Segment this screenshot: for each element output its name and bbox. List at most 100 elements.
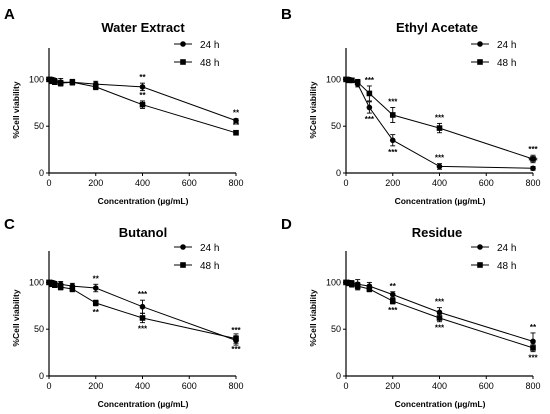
x-axis-label: Concentration (µg/mL) xyxy=(98,399,189,409)
data-point xyxy=(530,156,536,162)
x-tick-label: 600 xyxy=(479,178,494,188)
x-tick-label: 400 xyxy=(135,178,150,188)
chart-title: Residue xyxy=(412,225,463,240)
y-tick-label: 100 xyxy=(326,74,341,84)
y-tick-label: 50 xyxy=(34,324,44,334)
x-tick-label: 0 xyxy=(46,178,51,188)
y-tick-label: 100 xyxy=(29,277,44,287)
panel-letter: D xyxy=(281,216,292,233)
x-axis-label: Concentration (µg/mL) xyxy=(395,399,486,409)
legend-marker xyxy=(180,41,186,47)
data-point xyxy=(49,78,55,85)
y-tick-label: 50 xyxy=(331,324,341,334)
x-tick-label: 400 xyxy=(432,178,447,188)
data-point xyxy=(139,101,146,108)
data-point xyxy=(69,79,76,86)
x-tick-label: 200 xyxy=(88,381,103,391)
data-point xyxy=(349,281,355,288)
plot-area: 0 50 100 0 200 400 600 800 ** ** 24 h ** ** 48 h xyxy=(29,40,244,188)
data-point xyxy=(92,300,99,306)
legend-marker xyxy=(180,59,186,65)
y-axis-label: %Cell viability xyxy=(308,289,318,346)
significance-label: *** xyxy=(435,154,445,163)
legend-marker xyxy=(477,262,483,268)
significance-label: *** xyxy=(388,306,398,315)
plot-area: 0 50 100 0 200 400 600 800 *** *** *** *** 24 h *** **… xyxy=(326,40,541,188)
y-axis-label: %Cell viability xyxy=(11,81,21,138)
data-point xyxy=(366,90,373,97)
significance-label: *** xyxy=(388,148,398,157)
y-axis-label: %Cell viability xyxy=(11,289,21,346)
legend-marker xyxy=(180,244,186,250)
panel-d: D Residue Concentration (µg/mL) %Cell vi… xyxy=(281,216,541,409)
legend-label: 24 h xyxy=(497,40,516,51)
x-tick-label: 0 xyxy=(343,178,348,188)
legend-label: 48 h xyxy=(200,261,219,272)
y-tick-label: 100 xyxy=(29,74,44,84)
data-point xyxy=(530,165,536,172)
data-point xyxy=(346,77,352,84)
chart-title: Water Extract xyxy=(101,20,185,35)
data-point xyxy=(436,309,443,316)
significance-label: *** xyxy=(435,324,445,333)
data-point xyxy=(436,125,443,131)
significance-label: *** xyxy=(528,354,538,363)
data-point xyxy=(343,76,349,83)
data-point xyxy=(57,80,64,86)
x-tick-label: 800 xyxy=(228,381,243,391)
significance-label: *** xyxy=(528,145,538,154)
significance-label: ** xyxy=(390,282,397,291)
y-tick-label: 0 xyxy=(336,168,341,178)
data-point xyxy=(436,163,443,170)
x-tick-label: 200 xyxy=(385,381,400,391)
y-tick-label: 100 xyxy=(326,277,341,287)
data-point xyxy=(139,303,146,310)
data-point xyxy=(92,84,99,90)
legend-marker xyxy=(477,59,483,65)
legend-label: 48 h xyxy=(200,58,219,69)
x-tick-label: 800 xyxy=(228,178,243,188)
significance-label: *** xyxy=(365,115,375,124)
significance-label: ** xyxy=(139,91,146,100)
y-axis-label: %Cell viability xyxy=(308,81,318,138)
x-tick-label: 800 xyxy=(525,178,540,188)
y-tick-label: 0 xyxy=(39,371,44,381)
data-point xyxy=(139,315,146,321)
significance-label: *** xyxy=(435,298,445,307)
data-point xyxy=(46,279,52,286)
data-point xyxy=(92,285,99,291)
data-point xyxy=(530,345,536,351)
x-tick-label: 800 xyxy=(525,381,540,391)
data-point xyxy=(366,286,373,292)
significance-label: *** xyxy=(365,76,375,85)
data-point xyxy=(343,279,349,286)
legend-marker xyxy=(477,41,483,47)
data-point xyxy=(46,76,52,83)
y-tick-label: 50 xyxy=(34,121,44,131)
significance-label: *** xyxy=(138,325,148,334)
legend-label: 48 h xyxy=(497,261,516,272)
data-point xyxy=(366,104,373,111)
data-point xyxy=(354,79,361,86)
panel-a: A Water Extract Concentration (µg/mL) %C… xyxy=(4,6,244,206)
panel-b: B Ethyl Acetate Concentration (µg/mL) %C… xyxy=(281,6,541,206)
data-point xyxy=(233,335,239,342)
panel-letter: A xyxy=(4,6,15,23)
data-point xyxy=(436,315,443,321)
data-point xyxy=(389,112,396,118)
y-tick-label: 0 xyxy=(39,168,44,178)
data-point xyxy=(49,281,55,288)
data-point xyxy=(139,84,146,90)
data-point xyxy=(354,283,361,289)
significance-label: *** xyxy=(231,326,241,335)
x-tick-label: 400 xyxy=(135,381,150,391)
significance-label: *** xyxy=(138,290,148,299)
x-tick-label: 200 xyxy=(385,178,400,188)
data-point xyxy=(69,286,76,292)
significance-label: ** xyxy=(93,274,100,283)
panel-c: C Butanol Concentration (µg/mL) %Cell vi… xyxy=(4,216,244,409)
significance-label: *** xyxy=(231,345,241,354)
x-tick-label: 600 xyxy=(182,381,197,391)
